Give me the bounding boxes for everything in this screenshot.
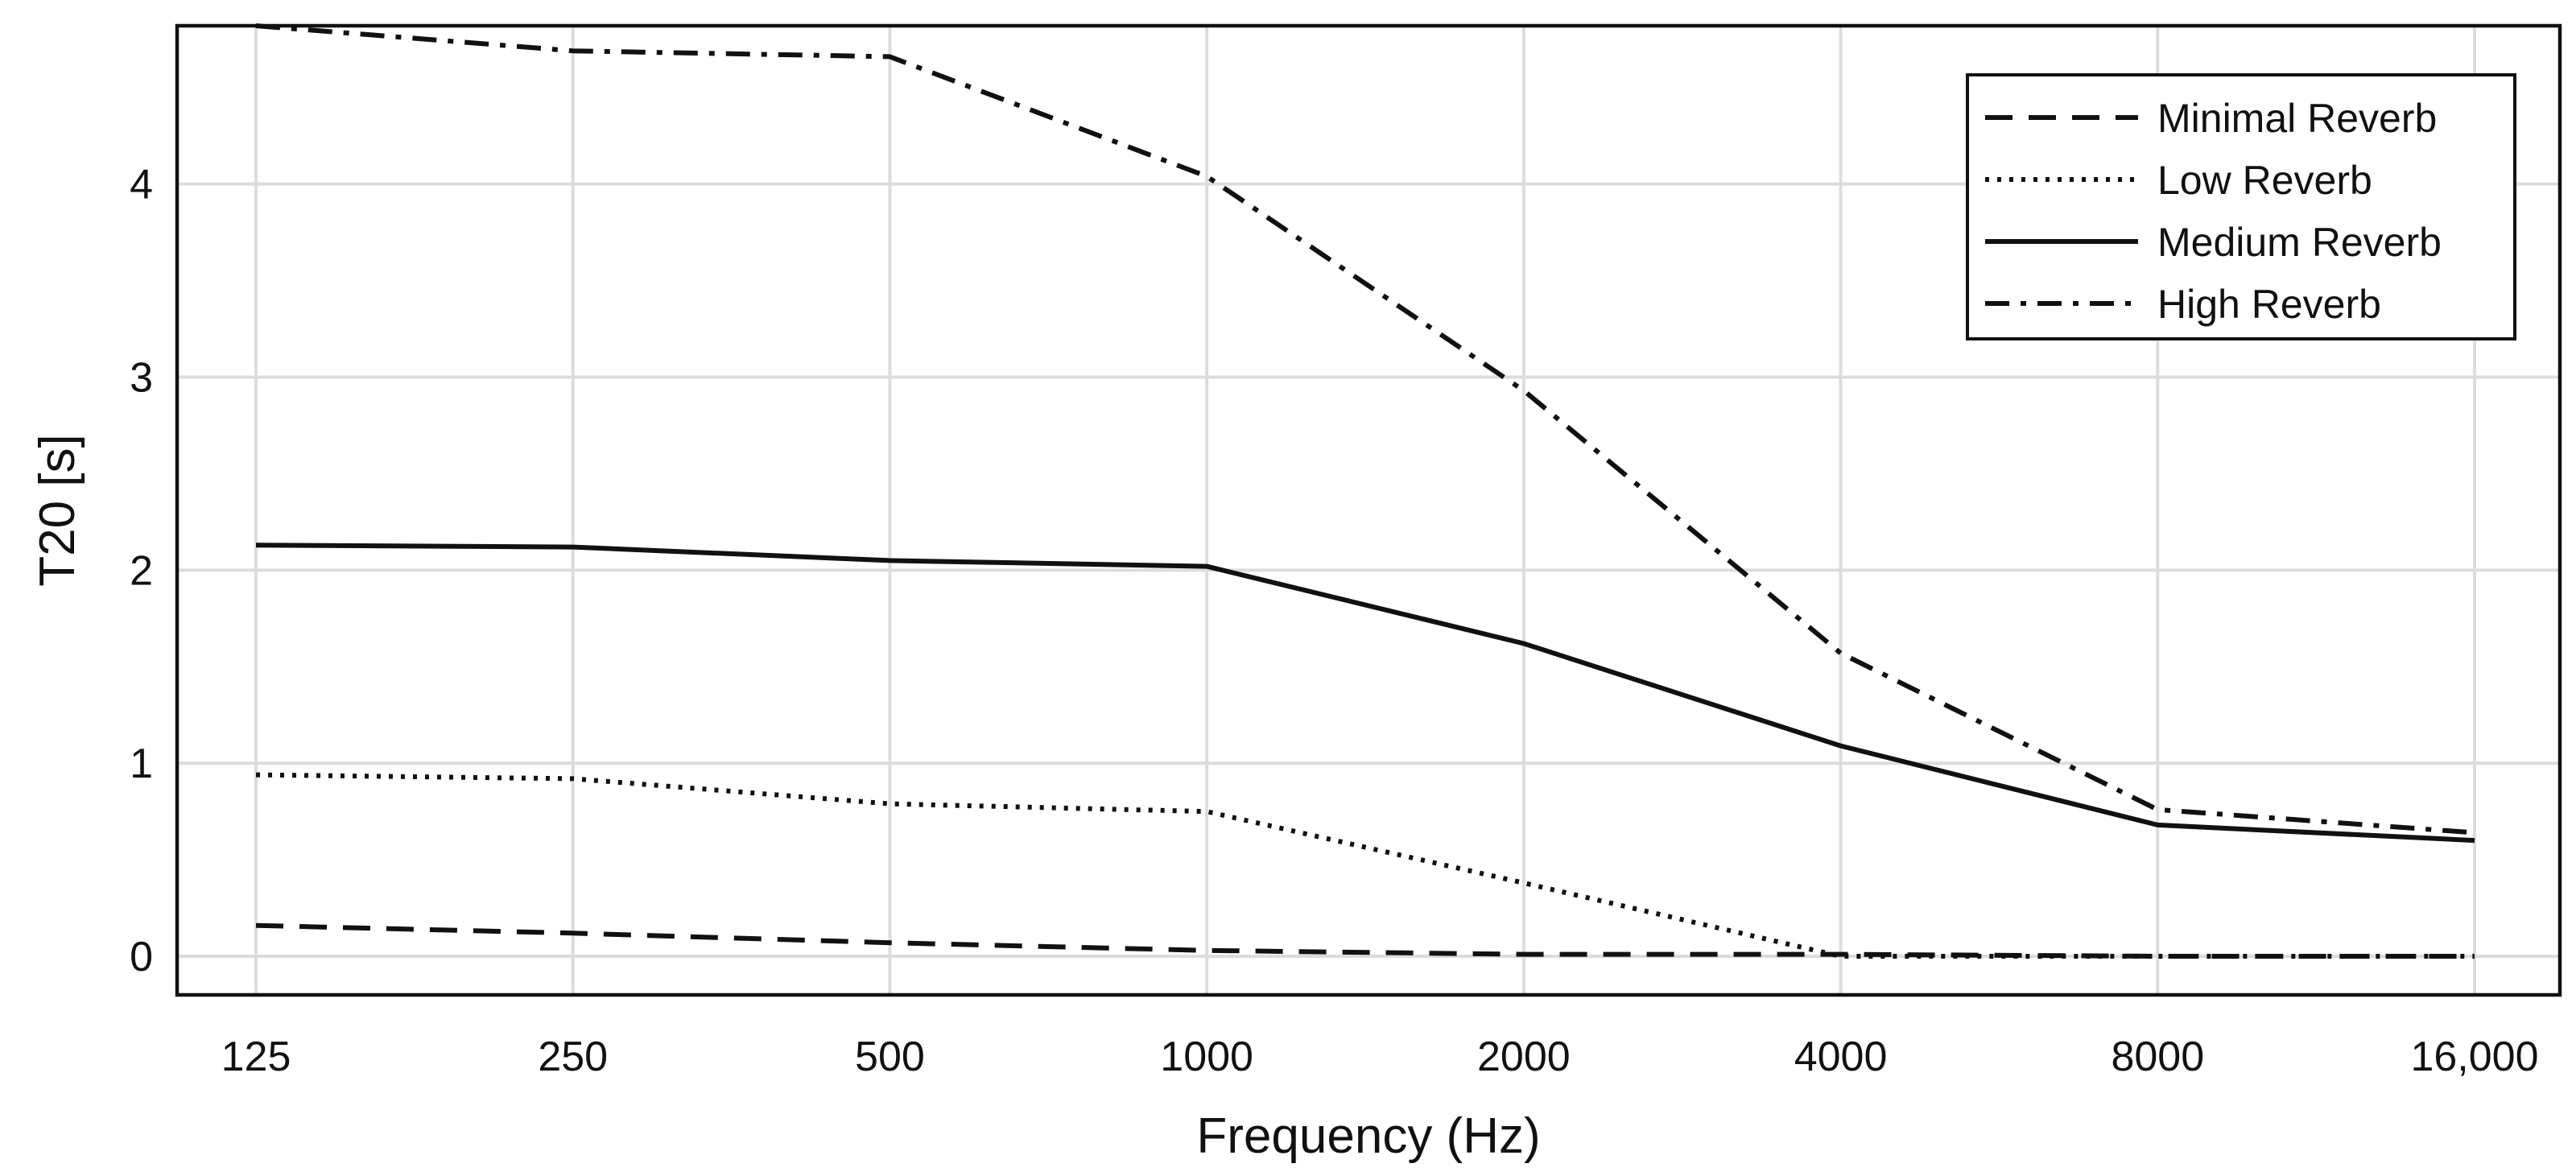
tick-labels: 125 250 500 1000 2000 4000 8000 16,000 0 1 2 3 4 <box>130 162 2538 1080</box>
series-lines <box>255 23 2475 959</box>
y-tick-label: 1 <box>130 741 153 787</box>
legend-entry-label: Low Reverb <box>2157 158 2372 203</box>
x-tick-label: 8000 <box>2111 1034 2204 1080</box>
series-line <box>255 922 2475 959</box>
x-tick-label: 125 <box>221 1034 291 1080</box>
legend-entry-label: Minimal Reverb <box>2157 96 2437 141</box>
x-tick-label: 500 <box>855 1034 925 1080</box>
legend-box <box>1966 73 2516 340</box>
x-axis-title: Frequency (Hz) <box>1196 1108 1540 1164</box>
x-tick-label: 2000 <box>1477 1034 1571 1080</box>
plot-frame <box>175 23 2562 997</box>
y-tick-label: 0 <box>130 934 153 980</box>
x-tick-label: 250 <box>538 1034 608 1080</box>
legend-entry-label: Medium Reverb <box>2157 220 2442 265</box>
x-tick-label: 16,000 <box>2410 1034 2538 1080</box>
series-line <box>255 23 2475 836</box>
x-tick-label: 4000 <box>1794 1034 1888 1080</box>
y-tick-label: 3 <box>130 355 153 402</box>
y-tick-label: 4 <box>130 162 153 208</box>
y-tick-label: 2 <box>130 547 153 594</box>
series-line <box>255 543 2475 844</box>
series-line <box>255 772 2475 959</box>
y-axis-title: T20 [s] <box>30 434 85 587</box>
x-tick-label: 1000 <box>1160 1034 1253 1080</box>
legend-entry-label: High Reverb <box>2157 282 2381 327</box>
legend: Minimal Reverb Low Reverb Medium Reverb Hig… <box>1966 73 2516 340</box>
